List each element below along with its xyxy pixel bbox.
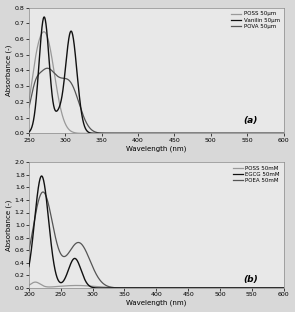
- Legend: POSS 50μm, Vanilin 50μm, POVA 50μm: POSS 50μm, Vanilin 50μm, POVA 50μm: [230, 10, 281, 30]
- Y-axis label: Absorbance (-): Absorbance (-): [6, 45, 12, 96]
- X-axis label: Wavelength (nm): Wavelength (nm): [126, 145, 186, 152]
- Text: (b): (b): [243, 275, 258, 284]
- Text: (a): (a): [243, 116, 258, 125]
- X-axis label: Wavelength (nm): Wavelength (nm): [126, 300, 186, 306]
- Legend: POSS 50mM, EGCG 50mM, POEA 50mM: POSS 50mM, EGCG 50mM, POEA 50mM: [232, 165, 281, 184]
- Y-axis label: Absorbance (-): Absorbance (-): [6, 199, 12, 251]
